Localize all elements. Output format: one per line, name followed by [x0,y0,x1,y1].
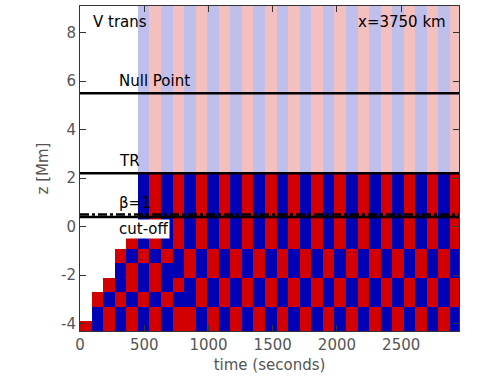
svg-text:-2: -2 [61,266,76,284]
svg-text:cut-off: cut-off [119,220,169,238]
svg-text:time (seconds): time (seconds) [214,356,326,374]
svg-text:-4: -4 [61,315,76,333]
svg-text:4: 4 [66,121,76,139]
svg-text:1500: 1500 [254,336,292,354]
svg-text:Null Point: Null Point [119,72,190,90]
svg-text:2000: 2000 [318,336,356,354]
svg-text:0: 0 [66,218,76,236]
svg-text:V trans: V trans [93,13,147,31]
svg-text:2500: 2500 [382,336,420,354]
svg-text:2: 2 [66,169,76,187]
svg-text:6: 6 [66,72,76,90]
svg-text:1000: 1000 [189,336,227,354]
svg-text:β=1: β=1 [119,194,151,212]
svg-text:z [Mm]: z [Mm] [34,143,52,195]
svg-text:8: 8 [66,24,76,42]
svg-text:TR: TR [119,152,140,170]
svg-text:x=3750 km: x=3750 km [358,13,446,31]
svg-text:0: 0 [75,336,85,354]
svg-text:500: 500 [130,336,159,354]
